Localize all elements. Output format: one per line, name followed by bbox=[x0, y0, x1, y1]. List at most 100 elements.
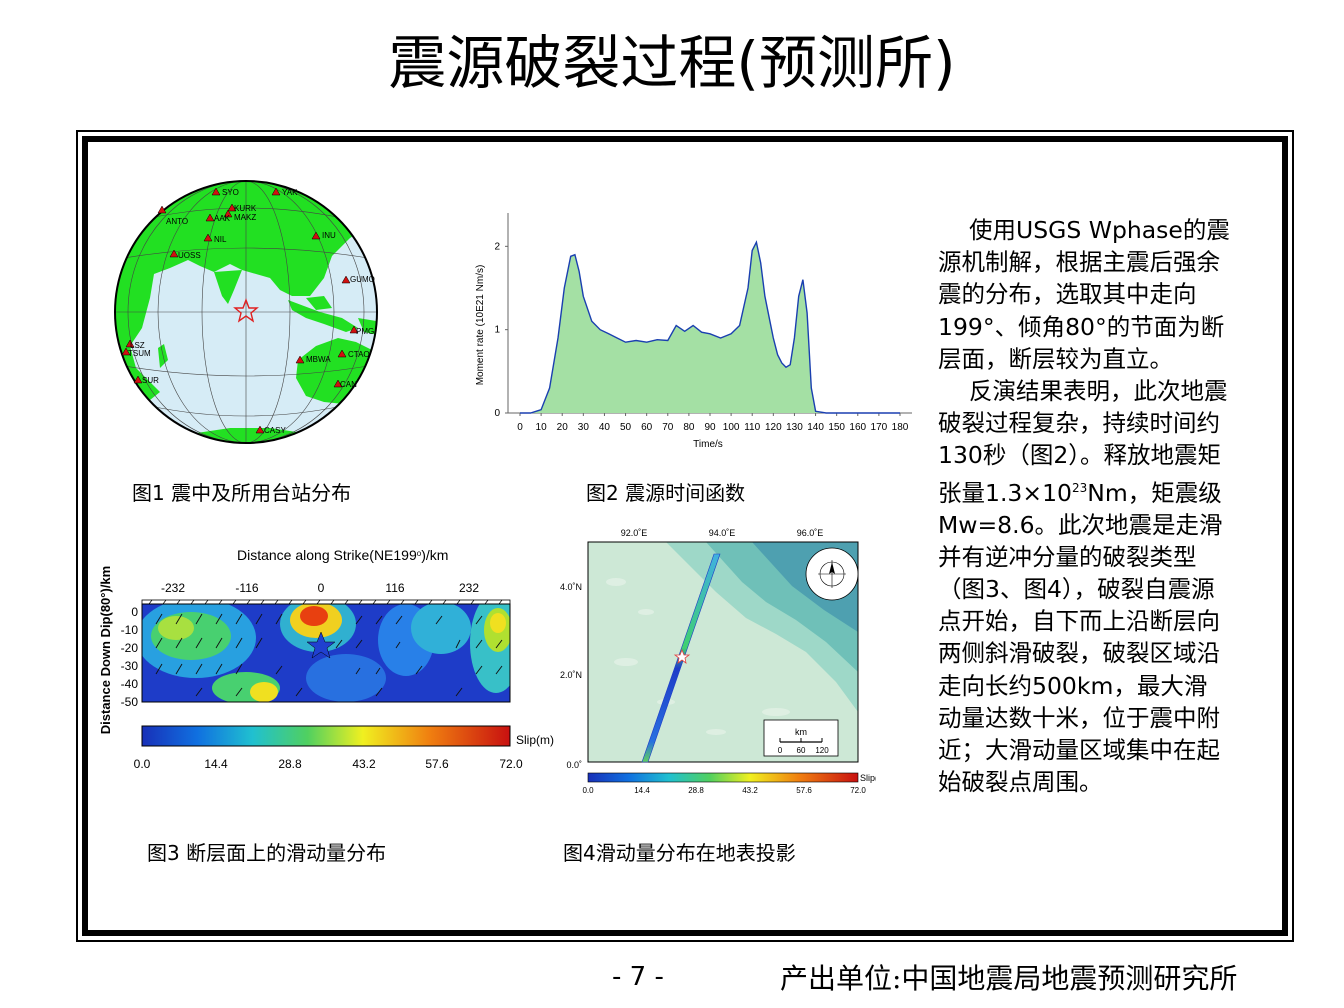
svg-text:-50: -50 bbox=[121, 695, 139, 709]
svg-text:km: km bbox=[795, 727, 807, 737]
svg-text:CTAO: CTAO bbox=[348, 350, 370, 359]
svg-text:92.0˚E: 92.0˚E bbox=[621, 528, 648, 538]
svg-text:0.0˚: 0.0˚ bbox=[566, 760, 582, 770]
svg-text:2.0˚N: 2.0˚N bbox=[560, 670, 582, 680]
svg-text:NIL: NIL bbox=[214, 235, 227, 244]
svg-text:CASY: CASY bbox=[264, 426, 286, 435]
figure-3-caption: 图3 断层面上的滑动量分布 bbox=[147, 841, 387, 865]
fault-ylabel: Distance Down Dip(80°)/km bbox=[98, 566, 113, 734]
svg-text:YAK: YAK bbox=[282, 188, 298, 197]
svg-text:4.0˚N: 4.0˚N bbox=[560, 582, 582, 592]
stf-xtick-label: 180 bbox=[892, 422, 909, 433]
stf-xtick-label: 0 bbox=[517, 422, 523, 433]
svg-text:116: 116 bbox=[385, 581, 404, 595]
stf-xtick-label: 80 bbox=[683, 422, 695, 433]
svg-text:-232: -232 bbox=[161, 581, 185, 595]
paragraph-mechanism: 使用USGS Wphase的震源机制解，根据主震后强余震的分布，选取其中走向19… bbox=[938, 216, 1230, 373]
figure-4-surface-projection: 92.0˚E 94.0˚E 96.0˚E 4.0˚N 2.0˚N 0.0˚ bbox=[560, 528, 876, 795]
svg-text:72.0: 72.0 bbox=[499, 757, 523, 771]
stf-xtick-label: 160 bbox=[849, 422, 866, 433]
svg-text:LSZ: LSZ bbox=[130, 341, 145, 350]
svg-text:CAN: CAN bbox=[340, 380, 357, 389]
stf-xtick-label: 30 bbox=[578, 422, 590, 433]
svg-text:TSUM: TSUM bbox=[128, 349, 151, 358]
stf-ytick-label: 0 bbox=[494, 408, 500, 419]
map-scale: km 0 60 120 bbox=[763, 719, 839, 757]
epicenter-star-icon bbox=[673, 648, 691, 664]
stf-curve bbox=[520, 240, 900, 414]
stf-ytick-label: 2 bbox=[494, 241, 500, 252]
figure-4-caption: 图4滑动量分布在地表投影 bbox=[563, 841, 796, 865]
svg-text:GUMO: GUMO bbox=[350, 275, 375, 284]
svg-text:43.2: 43.2 bbox=[742, 786, 758, 795]
hypocenter-star-icon bbox=[306, 631, 336, 659]
svg-text:SUR: SUR bbox=[142, 376, 159, 385]
epicenter-star-icon bbox=[233, 298, 259, 323]
svg-text:-116: -116 bbox=[235, 581, 258, 595]
svg-text:0.0: 0.0 bbox=[134, 757, 151, 771]
stf-xtick-label: 130 bbox=[786, 422, 803, 433]
svg-text:KURK: KURK bbox=[234, 204, 257, 213]
figure-2-caption: 图2 震源时间函数 bbox=[586, 481, 746, 505]
svg-text:0: 0 bbox=[318, 581, 325, 595]
svg-text:-30: -30 bbox=[121, 659, 139, 673]
stf-xtick-label: 40 bbox=[599, 422, 611, 433]
stf-xtick-label: 140 bbox=[807, 422, 824, 433]
content-frame-outer bbox=[76, 130, 1294, 942]
stf-xtick-label: 60 bbox=[641, 422, 653, 433]
figure-1-globe: SYO KURK MAKZ ANTO AAK NIL LSZ TSUM SUR … bbox=[114, 180, 378, 444]
stf-xtick-label: 10 bbox=[536, 422, 548, 433]
svg-text:14.4: 14.4 bbox=[204, 757, 228, 771]
stf-xtick-label: 20 bbox=[557, 422, 569, 433]
svg-text:-20: -20 bbox=[121, 641, 139, 655]
content-frame bbox=[82, 136, 1288, 936]
svg-text:232: 232 bbox=[459, 581, 479, 595]
svg-text:94.0˚E: 94.0˚E bbox=[709, 528, 736, 538]
svg-text:28.8: 28.8 bbox=[688, 786, 704, 795]
svg-text:UOSS: UOSS bbox=[178, 251, 201, 260]
svg-text:57.6: 57.6 bbox=[425, 757, 449, 771]
svg-text:14.4: 14.4 bbox=[634, 786, 650, 795]
stf-xtick-label: 50 bbox=[620, 422, 632, 433]
stf-xlabel: Time/s bbox=[693, 439, 723, 450]
svg-text:0: 0 bbox=[131, 605, 138, 619]
stf-xtick-label: 110 bbox=[744, 422, 760, 433]
stf-xtick-label: 170 bbox=[871, 422, 888, 433]
svg-text:SYO: SYO bbox=[222, 188, 239, 197]
stf-ylabel: Moment rate (10E21 Nm/s) bbox=[475, 265, 486, 386]
svg-text:MBWA: MBWA bbox=[306, 355, 331, 364]
svg-text:60: 60 bbox=[797, 746, 806, 755]
figure-1-caption: 图1 震中及所用台站分布 bbox=[132, 481, 352, 505]
svg-text:57.6: 57.6 bbox=[796, 786, 812, 795]
description-text: 使用USGS Wphase的震源机制解，根据主震后强余震的分布，选取其中走向19… bbox=[938, 214, 1230, 798]
svg-text:-10: -10 bbox=[121, 623, 139, 637]
svg-text:72.0: 72.0 bbox=[850, 786, 866, 795]
stf-xtick-label: 70 bbox=[662, 422, 674, 433]
stf-xtick-label: 150 bbox=[828, 422, 845, 433]
svg-text:0: 0 bbox=[778, 746, 783, 755]
stf-ytick-label: 1 bbox=[494, 325, 500, 336]
footer-institution: 产出单位:中国地震局地震预测研究所 bbox=[780, 962, 1238, 995]
svg-text:AAK: AAK bbox=[214, 214, 231, 223]
svg-text:MAKZ: MAKZ bbox=[234, 213, 256, 222]
svg-text:96.0˚E: 96.0˚E bbox=[797, 528, 824, 538]
stf-area bbox=[520, 242, 900, 413]
svg-text:Slip(m): Slip(m) bbox=[516, 733, 554, 747]
page-number: - 7 - bbox=[612, 962, 664, 992]
figure-2-source-time-function: Moment rate (10E21 Nm/s) Time/s 0 10 20 30 4… bbox=[475, 213, 912, 450]
svg-text:ANTO: ANTO bbox=[166, 217, 188, 226]
svg-text:120: 120 bbox=[815, 746, 829, 755]
svg-text:-40: -40 bbox=[121, 677, 139, 691]
stf-xtick-label: 120 bbox=[765, 422, 782, 433]
svg-text:43.2: 43.2 bbox=[352, 757, 376, 771]
paragraph-results: 反演结果表明，此次地震破裂过程复杂，持续时间约130秒（图2）。释放地震矩张量1… bbox=[938, 377, 1228, 797]
svg-text:INU: INU bbox=[322, 231, 336, 240]
svg-text:PMG: PMG bbox=[356, 327, 374, 336]
svg-text:28.8: 28.8 bbox=[278, 757, 302, 771]
svg-text:0.0: 0.0 bbox=[582, 786, 594, 795]
stf-xtick-label: 90 bbox=[704, 422, 716, 433]
svg-text:Slip(m): Slip(m) bbox=[860, 773, 876, 783]
figure-3-fault-slip: Distance Down Dip(80°)/km Distance along… bbox=[98, 547, 554, 771]
stf-xtick-label: 100 bbox=[723, 422, 740, 433]
page-title: 震源破裂过程(预测所) bbox=[388, 29, 956, 97]
